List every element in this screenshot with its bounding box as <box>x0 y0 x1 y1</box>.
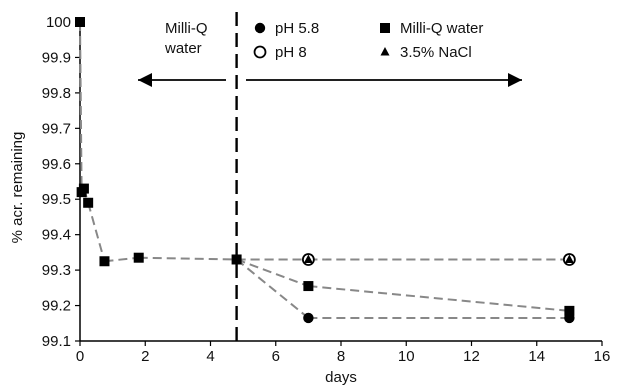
square-marker <box>564 305 575 316</box>
square-marker <box>75 17 85 27</box>
triangle-marker <box>380 47 390 56</box>
square-marker <box>83 197 94 208</box>
x-tick-label: 12 <box>463 348 480 365</box>
series-line-segment <box>87 202 106 262</box>
x-tick-label: 2 <box>141 348 149 365</box>
y-tick-label: 99.1 <box>42 333 71 350</box>
y-tick-label: 99.6 <box>42 156 71 173</box>
left-section-label-line1: Milli-Q <box>165 20 208 37</box>
open-circle-marker <box>253 45 267 59</box>
series-line-segment <box>308 285 570 312</box>
series-line-segment <box>235 258 310 319</box>
filled-circle-marker <box>303 312 314 324</box>
y-tick-label: 99.5 <box>42 191 71 208</box>
x-tick-label: 14 <box>528 348 545 365</box>
square-marker <box>99 256 110 267</box>
legend-label: Milli-Q water <box>400 20 483 37</box>
y-tick-label: 99.2 <box>42 298 71 315</box>
x-tick-label: 16 <box>594 348 611 365</box>
x-axis: 0 2 4 6 8 10 12 14 16 <box>76 340 611 365</box>
y-tick-label: 100 <box>46 14 71 31</box>
series-markers <box>75 17 576 324</box>
x-axis-title: days <box>325 369 357 386</box>
square-marker <box>78 183 89 194</box>
filled-circle-marker <box>254 22 266 34</box>
legend: pH 5.8 pH 8 Milli-Q water 3.5% NaCl <box>253 20 483 61</box>
x-tick-label: 4 <box>206 348 214 365</box>
legend-item: pH 5.8 <box>254 20 319 37</box>
triangle-marker <box>303 254 313 263</box>
x-tick-label: 0 <box>76 348 84 365</box>
series-line-segment <box>104 256 139 263</box>
filled-circle-marker <box>564 312 575 324</box>
legend-label: 3.5% NaCl <box>400 44 472 61</box>
series-line-segment <box>79 21 83 193</box>
square-marker <box>380 23 390 33</box>
y-tick-label: 99.8 <box>42 85 71 102</box>
legend-item: Milli-Q water <box>380 20 483 37</box>
right-arrow-icon <box>246 73 522 87</box>
x-tick-label: 10 <box>398 348 415 365</box>
x-tick-label: 8 <box>337 348 345 365</box>
square-marker <box>231 254 242 265</box>
left-arrow-icon <box>138 73 226 87</box>
legend-label: pH 8 <box>275 44 307 61</box>
x-tick-label: 6 <box>272 348 280 365</box>
square-marker <box>303 281 314 292</box>
legend-item: pH 8 <box>253 44 307 61</box>
triangle-marker <box>564 254 574 263</box>
arrow-head <box>138 73 152 87</box>
left-section-label-line2: water <box>164 40 202 57</box>
series-lines <box>79 21 570 319</box>
y-axis-title: % acr. remaining <box>9 132 26 244</box>
arrow-head <box>508 73 522 87</box>
y-tick-label: 99.7 <box>42 120 71 137</box>
series-line-segment <box>138 256 237 261</box>
square-marker <box>133 252 144 263</box>
y-axis: 99.1 99.2 99.3 99.4 99.5 99.6 99.7 99.8 99.9 100 <box>42 14 81 350</box>
y-tick-label: 99.4 <box>42 227 71 244</box>
legend-item: 3.5% NaCl <box>380 44 472 61</box>
y-tick-label: 99.3 <box>42 262 71 279</box>
legend-label: pH 5.8 <box>275 20 319 37</box>
series-line-segment <box>236 258 309 287</box>
y-tick-label: 99.9 <box>42 49 71 66</box>
